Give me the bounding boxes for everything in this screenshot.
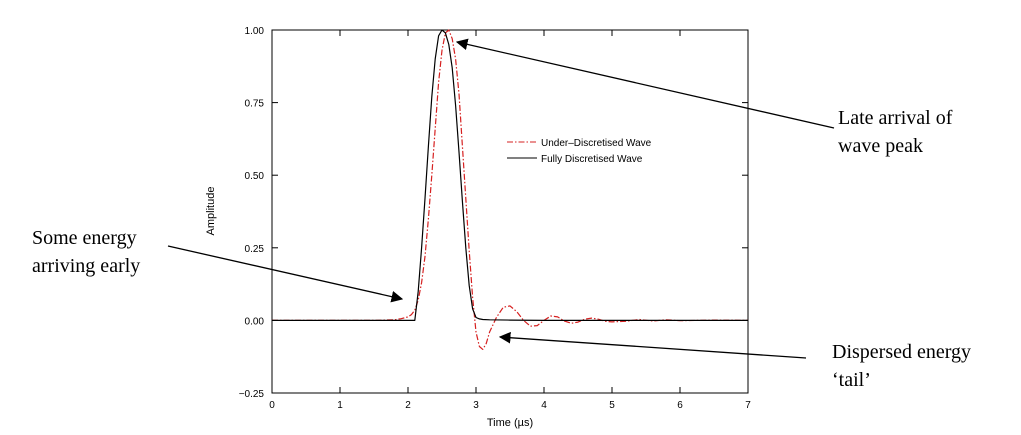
y-tick-label: −0.25: [239, 389, 265, 400]
x-axis-title: Time (µs): [487, 417, 533, 429]
annotation-early-energy-line-2: arriving early: [32, 255, 140, 277]
legend: Under–Discretised Wave Fully Discretised…: [507, 138, 652, 165]
y-tick-label: 0.00: [245, 316, 265, 327]
x-tick-label: 0: [269, 400, 275, 411]
y-tick-label: 0.50: [245, 171, 265, 182]
x-tick-label: 6: [677, 400, 683, 411]
annotation-dispersed-tail-arrow: [498, 331, 807, 359]
legend-label-fully-discretised: Fully Discretised Wave: [541, 154, 643, 165]
series-group: [272, 29, 749, 350]
y-axis-title: Amplitude: [205, 187, 217, 236]
annotation-early-energy-line-1: Some energy: [32, 227, 137, 249]
plot-frame: [271, 29, 749, 394]
axis-ticks: 0 1 2 3 4 5 6 7 −0.25 0.00 0.25 0.50 0.75 1.00: [239, 26, 752, 411]
x-tick-label: 7: [745, 400, 751, 411]
annotation-late-arrival-line-2: wave peak: [838, 135, 923, 157]
y-tick-label: 0.75: [245, 99, 265, 110]
x-tick-label: 2: [405, 400, 411, 411]
annotation-early-energy-arrow: [167, 245, 404, 303]
x-tick-label: 3: [473, 400, 479, 411]
x-tick-label: 4: [541, 400, 547, 411]
annotation-dispersed-tail: Dispersed energy ‘tail’: [498, 331, 971, 391]
x-tick-label: 1: [337, 400, 343, 411]
annotation-dispersed-tail-line-1: Dispersed energy: [832, 341, 971, 363]
y-tick-label: 0.25: [245, 244, 265, 255]
x-tick-label: 5: [609, 400, 615, 411]
y-tick-label: 1.00: [245, 26, 265, 37]
legend-label-under-discretised: Under–Discretised Wave: [541, 138, 652, 149]
annotation-late-arrival-arrow: [455, 38, 835, 129]
annotation-late-arrival: Late arrival of wave peak: [455, 38, 953, 157]
annotation-early-energy: Some energy arriving early: [32, 227, 404, 303]
annotation-dispersed-tail-line-2: ‘tail’: [832, 369, 871, 391]
series-line-fully-discretised: [272, 29, 748, 321]
series-line-under-discretised: [272, 29, 749, 350]
annotation-late-arrival-line-1: Late arrival of: [838, 107, 953, 129]
